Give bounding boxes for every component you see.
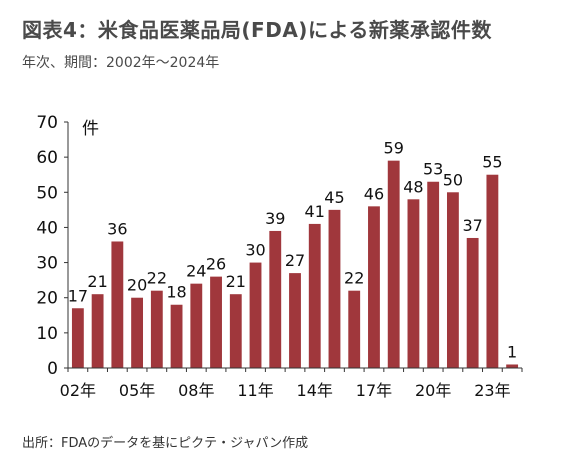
bar-value-label: 37 — [462, 216, 482, 235]
bars-group — [71, 160, 519, 368]
bar — [91, 294, 104, 368]
x-axis: 02年 05年 08年 11年 14年 17年 20年 23年 — [60, 367, 523, 400]
bar-value-label: 53 — [423, 160, 443, 179]
bar-value-label: 20 — [127, 276, 147, 295]
bar — [210, 276, 222, 368]
y-tick-label: 10 — [36, 324, 58, 344]
bar — [71, 308, 84, 368]
bar-value-label: 26 — [206, 255, 226, 274]
x-tick-label: 08年 — [178, 381, 214, 400]
x-tick-label: 05年 — [119, 381, 155, 400]
bar — [368, 206, 380, 368]
bar — [289, 273, 301, 368]
bar-value-label: 1 — [507, 342, 517, 361]
bar-value-label: 41 — [305, 202, 325, 221]
y-tick-label: 40 — [36, 218, 58, 238]
bar-value-label: 27 — [285, 251, 305, 270]
bar — [170, 304, 183, 368]
bar — [427, 181, 440, 368]
y-axis-unit-label: 件 — [82, 119, 99, 139]
bar — [229, 294, 242, 368]
bar-value-label: 24 — [186, 262, 206, 281]
y-tick-label: 20 — [36, 289, 58, 309]
bar-value-label: 36 — [107, 219, 127, 238]
bar — [466, 237, 479, 368]
x-tick-label: 20年 — [415, 381, 451, 400]
bar — [506, 364, 519, 368]
y-axis: 0 10 20 30 40 50 60 70 — [36, 113, 69, 379]
bar-value-label: 50 — [443, 170, 463, 189]
source-note: 出所：FDAのデータを基にピクテ・ジャパン作成 — [22, 436, 309, 451]
bar-value-label: 21 — [226, 272, 246, 291]
y-tick-label: 30 — [36, 254, 58, 274]
x-tick-label: 17年 — [356, 381, 392, 400]
bar — [446, 192, 459, 368]
x-tick-label: 14年 — [297, 381, 333, 400]
bar-value-label: 45 — [324, 188, 344, 207]
y-tick-label: 70 — [36, 113, 58, 133]
bar — [131, 297, 144, 368]
chart-title: 図表4：米食品医薬品局(FDA)による新薬承認件数 — [22, 18, 492, 42]
x-tick-label: 11年 — [237, 381, 273, 400]
bar — [249, 262, 262, 368]
bar-value-label: 17 — [68, 286, 88, 305]
y-tick-label: 60 — [36, 148, 58, 168]
bar-value-label: 30 — [245, 241, 265, 260]
bar — [407, 199, 420, 368]
bar — [387, 160, 400, 368]
bar — [190, 283, 203, 368]
bar — [111, 241, 124, 368]
bar-value-label: 39 — [265, 209, 285, 228]
bar-value-label: 18 — [166, 283, 186, 302]
bar-value-label: 48 — [403, 177, 423, 196]
bar-value-label: 21 — [87, 272, 107, 291]
bar-value-label: 22 — [344, 269, 364, 288]
y-tick-label: 50 — [36, 183, 58, 203]
bar — [348, 290, 361, 368]
x-tick-label: 02年 — [60, 381, 96, 400]
bar — [308, 223, 321, 368]
bar — [486, 174, 499, 368]
bar — [269, 230, 282, 368]
bar-value-label: 46 — [364, 184, 384, 203]
bar-value-label: 55 — [482, 153, 502, 172]
bar — [150, 290, 163, 368]
bar-value-label: 22 — [147, 269, 167, 288]
x-tick-label: 23年 — [474, 381, 510, 400]
y-tick-label: 0 — [47, 359, 58, 379]
bar — [328, 209, 341, 368]
bar-value-label: 59 — [384, 139, 404, 158]
chart-subtitle: 年次、期間：2002年～2024年 — [22, 55, 220, 71]
